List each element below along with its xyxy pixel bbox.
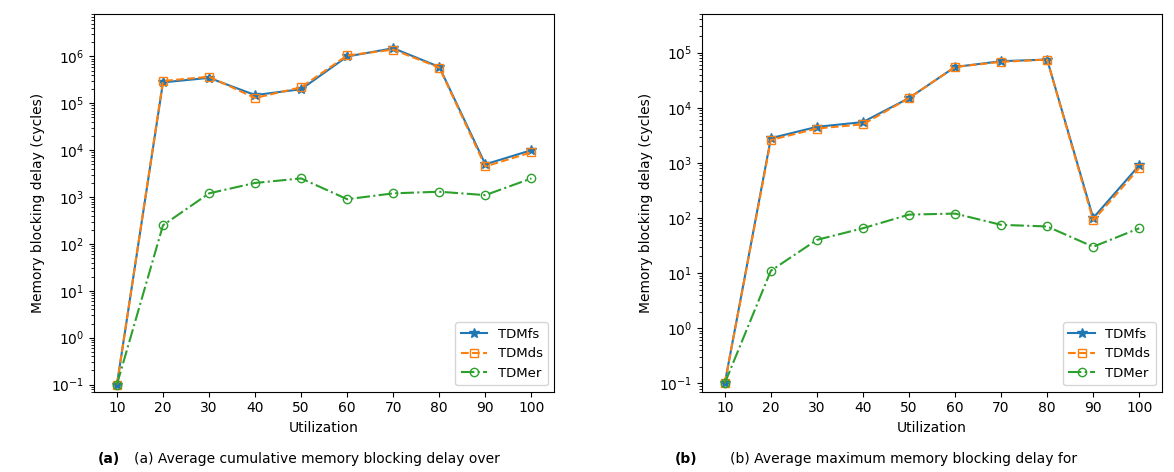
X-axis label: Utilization: Utilization	[289, 421, 359, 435]
TDMer	[248, 180, 262, 186]
TDMer	[295, 176, 309, 181]
TDMds	[856, 121, 870, 127]
TDMer	[856, 226, 870, 231]
TDMds	[202, 74, 216, 80]
TDMds	[110, 382, 124, 388]
TDMds	[386, 47, 400, 52]
Y-axis label: Memory blocking delay (cycles): Memory blocking delay (cycles)	[32, 93, 46, 313]
TDMds	[994, 59, 1008, 65]
TDMds	[764, 137, 778, 143]
TDMfs	[110, 382, 124, 388]
TDMer	[1040, 224, 1054, 229]
TDMfs	[478, 161, 492, 167]
TDMds	[340, 53, 355, 59]
Y-axis label: Memory blocking delay (cycles): Memory blocking delay (cycles)	[640, 93, 653, 313]
TDMds	[432, 65, 446, 70]
TDMfs	[764, 135, 778, 141]
TDMer	[902, 212, 916, 218]
Text: (b): (b)	[675, 452, 697, 465]
TDMds	[947, 64, 962, 70]
Text: (a) Average cumulative memory blocking delay over: (a) Average cumulative memory blocking d…	[134, 452, 500, 465]
TDMer	[478, 192, 492, 198]
Line: TDMer: TDMer	[113, 174, 535, 388]
TDMds	[525, 150, 539, 155]
Legend: TDMfs, TDMds, TDMer: TDMfs, TDMds, TDMer	[1064, 322, 1155, 385]
TDMer	[994, 222, 1008, 228]
Text: (a): (a)	[97, 452, 120, 465]
TDMer	[386, 191, 400, 196]
TDMfs	[248, 92, 262, 98]
TDMer	[340, 196, 355, 202]
TDMfs	[202, 75, 216, 81]
TDMds	[1040, 57, 1054, 62]
Line: TDMer: TDMer	[721, 210, 1143, 388]
TDMfs	[1132, 162, 1146, 168]
Line: TDMfs: TDMfs	[720, 55, 1145, 388]
TDMfs	[156, 80, 170, 85]
TDMer	[1086, 244, 1100, 250]
TDMfs	[295, 86, 309, 92]
TDMfs	[386, 45, 400, 51]
TDMer	[810, 237, 824, 243]
TDMds	[810, 126, 824, 131]
TDMfs	[856, 119, 870, 125]
TDMds	[1086, 218, 1100, 223]
TDMds	[248, 95, 262, 101]
TDMfs	[717, 380, 731, 386]
TDMds	[478, 164, 492, 169]
TDMer	[156, 222, 170, 228]
TDMer	[110, 382, 124, 388]
TDMer	[202, 191, 216, 196]
TDMfs	[810, 124, 824, 130]
TDMer	[1132, 226, 1146, 231]
Line: TDMds: TDMds	[113, 45, 535, 388]
Text: (b) Average maximum memory blocking delay for: (b) Average maximum memory blocking dela…	[730, 452, 1078, 465]
TDMfs	[994, 59, 1008, 64]
TDMfs	[902, 95, 916, 101]
TDMds	[295, 84, 309, 90]
TDMfs	[1086, 215, 1100, 221]
TDMds	[902, 95, 916, 101]
TDMer	[947, 211, 962, 217]
TDMer	[717, 380, 731, 386]
Line: TDMfs: TDMfs	[112, 43, 537, 389]
TDMds	[1132, 165, 1146, 171]
TDMer	[764, 268, 778, 274]
TDMfs	[432, 64, 446, 70]
TDMfs	[1040, 57, 1054, 62]
Legend: TDMfs, TDMds, TDMer: TDMfs, TDMds, TDMer	[456, 322, 548, 385]
TDMds	[156, 78, 170, 84]
X-axis label: Utilization: Utilization	[897, 421, 967, 435]
TDMds	[717, 380, 731, 386]
TDMfs	[340, 54, 355, 59]
Line: TDMds: TDMds	[721, 55, 1143, 388]
TDMer	[525, 176, 539, 181]
TDMfs	[525, 147, 539, 153]
TDMer	[432, 189, 446, 194]
TDMfs	[947, 64, 962, 70]
